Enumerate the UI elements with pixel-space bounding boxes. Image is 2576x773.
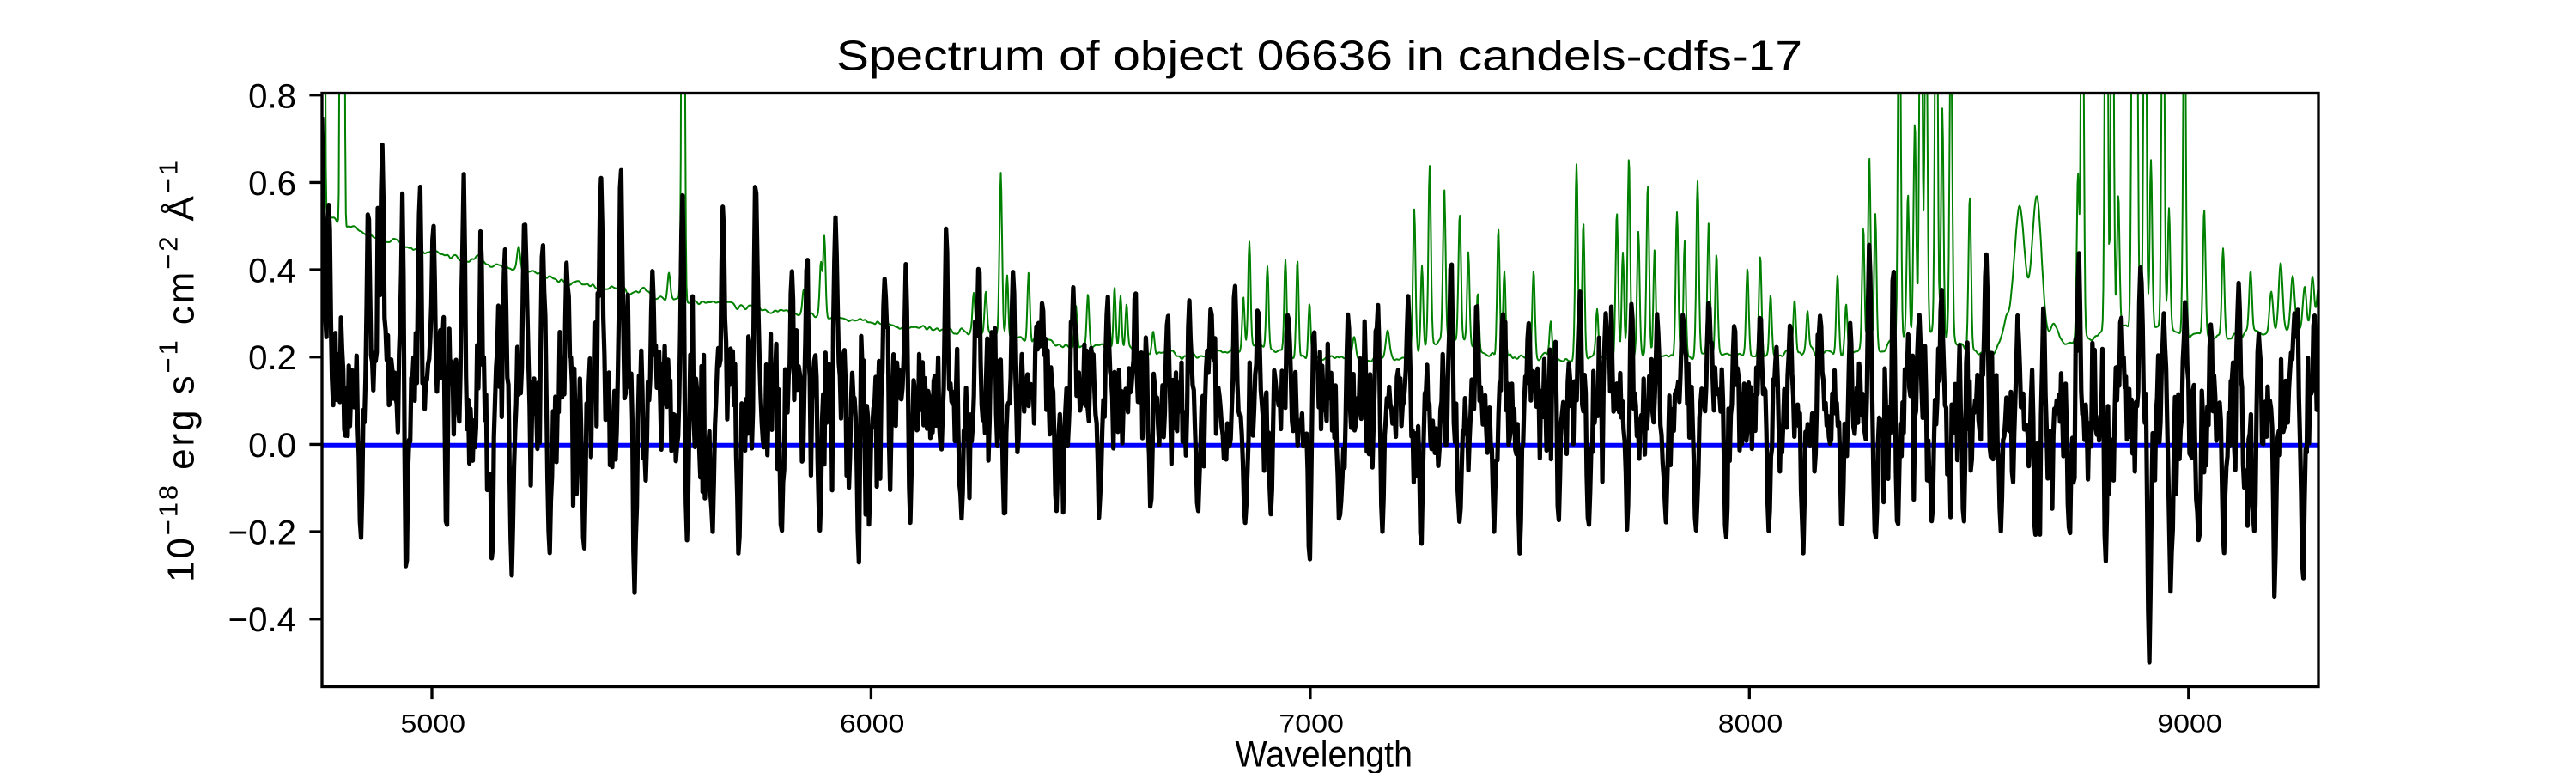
svg-text:0.0: 0.0 bbox=[248, 426, 296, 465]
svg-text:−0.4: −0.4 bbox=[228, 600, 296, 639]
svg-text:Spectrum of object 06636 in ca: Spectrum of object 06636 in candels-cdfs… bbox=[836, 33, 1802, 80]
svg-text:0.8: 0.8 bbox=[248, 76, 296, 115]
svg-text:7000: 7000 bbox=[1279, 710, 1344, 739]
svg-text:0.6: 0.6 bbox=[248, 164, 296, 203]
svg-text:0.4: 0.4 bbox=[248, 252, 296, 290]
svg-text:6000: 6000 bbox=[840, 710, 905, 739]
svg-text:Wavelength: Wavelength bbox=[1236, 734, 1413, 773]
svg-text:5000: 5000 bbox=[401, 710, 466, 739]
svg-text:9000: 9000 bbox=[2157, 710, 2222, 739]
svg-text:−0.2: −0.2 bbox=[228, 514, 296, 552]
svg-text:8000: 8000 bbox=[1718, 710, 1783, 739]
svg-text:0.2: 0.2 bbox=[248, 338, 296, 377]
